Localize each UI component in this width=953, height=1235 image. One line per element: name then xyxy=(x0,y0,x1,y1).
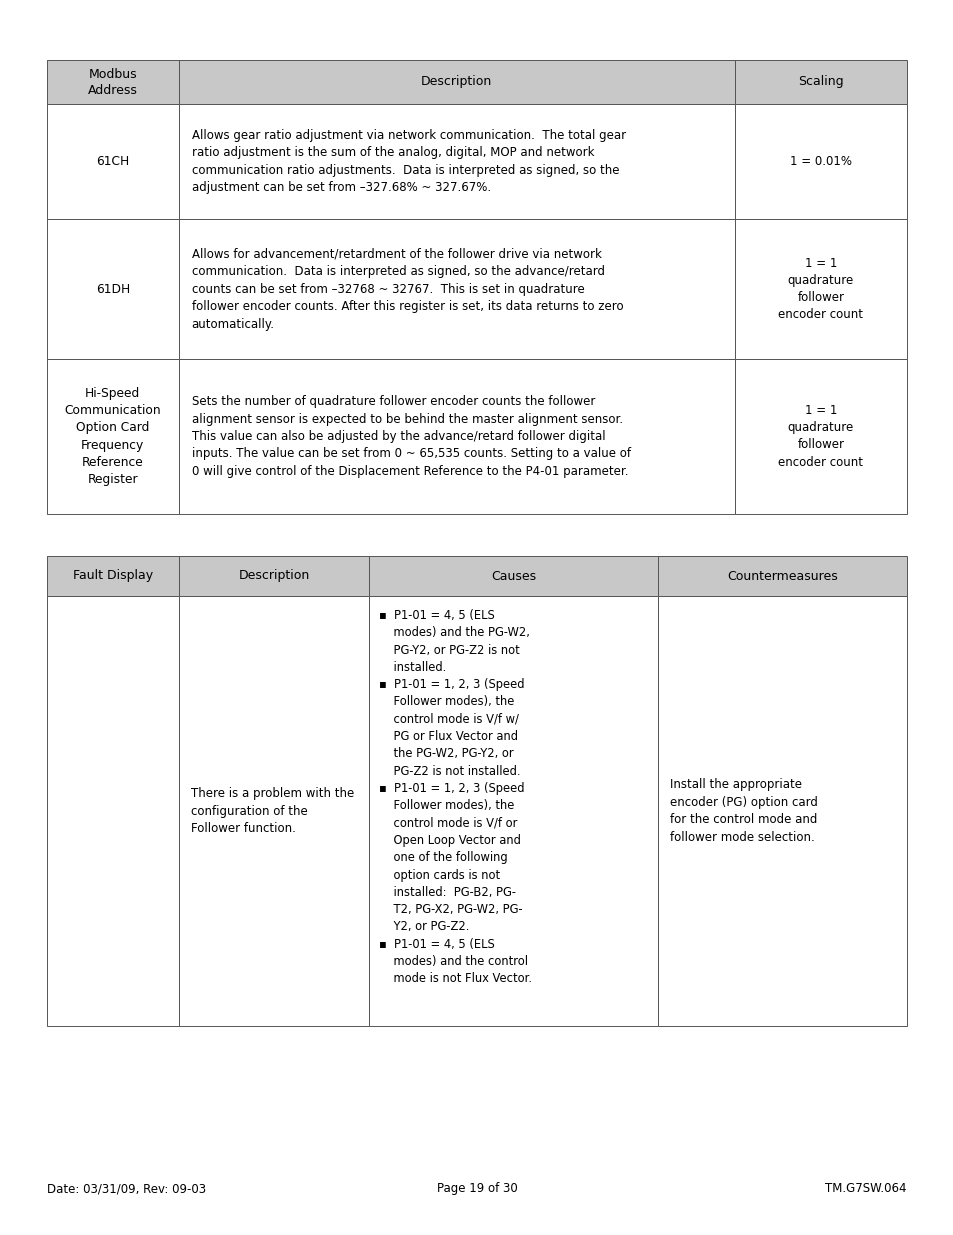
Text: Scaling: Scaling xyxy=(798,75,842,89)
Bar xyxy=(657,556,906,597)
Bar xyxy=(734,219,906,359)
Bar xyxy=(734,359,906,514)
Text: ▪  P1-01 = 4, 5 (ELS
    modes) and the PG-W2,
    PG-Y2, or PG-Z2 is not
    in: ▪ P1-01 = 4, 5 (ELS modes) and the PG-W2… xyxy=(379,609,532,986)
Text: 1 = 1
quadrature
follower
encoder count: 1 = 1 quadrature follower encoder count xyxy=(778,405,862,468)
Text: Causes: Causes xyxy=(491,569,536,583)
Bar xyxy=(369,556,657,597)
Text: Allows gear ratio adjustment via network communication.  The total gear
ratio ad: Allows gear ratio adjustment via network… xyxy=(192,128,625,194)
Text: Date: 03/31/09, Rev: 09-03: Date: 03/31/09, Rev: 09-03 xyxy=(47,1182,206,1195)
Bar xyxy=(47,359,178,514)
Bar xyxy=(47,61,178,104)
Bar xyxy=(178,104,734,219)
Bar xyxy=(178,556,369,597)
Text: Description: Description xyxy=(238,569,310,583)
Bar xyxy=(47,597,178,1026)
Text: Hi-Speed
Communication
Option Card
Frequency
Reference
Register: Hi-Speed Communication Option Card Frequ… xyxy=(65,388,161,485)
Text: Countermeasures: Countermeasures xyxy=(726,569,837,583)
Text: 1 = 0.01%: 1 = 0.01% xyxy=(789,156,851,168)
Bar xyxy=(734,61,906,104)
Text: 1 = 1
quadrature
follower
encoder count: 1 = 1 quadrature follower encoder count xyxy=(778,257,862,321)
Text: Sets the number of quadrature follower encoder counts the follower
alignment sen: Sets the number of quadrature follower e… xyxy=(192,395,630,478)
Bar xyxy=(369,597,657,1026)
Bar xyxy=(178,359,734,514)
Text: Install the appropriate
encoder (PG) option card
for the control mode and
follow: Install the appropriate encoder (PG) opt… xyxy=(669,778,817,844)
Text: Allows for advancement/retardment of the follower drive via network
communicatio: Allows for advancement/retardment of the… xyxy=(192,247,622,331)
Bar xyxy=(657,597,906,1026)
Text: 61CH: 61CH xyxy=(96,156,130,168)
Bar xyxy=(178,61,734,104)
Text: TM.G7SW.064: TM.G7SW.064 xyxy=(824,1182,906,1195)
Text: Page 19 of 30: Page 19 of 30 xyxy=(436,1182,517,1195)
Bar xyxy=(47,104,178,219)
Bar xyxy=(178,597,369,1026)
Bar xyxy=(178,219,734,359)
Text: Modbus
Address: Modbus Address xyxy=(88,68,137,96)
Text: There is a problem with the
configuration of the
Follower function.: There is a problem with the configuratio… xyxy=(191,787,354,835)
Text: Description: Description xyxy=(420,75,492,89)
Text: Fault Display: Fault Display xyxy=(72,569,152,583)
Text: 61DH: 61DH xyxy=(95,283,130,295)
Bar xyxy=(47,556,178,597)
Bar xyxy=(47,219,178,359)
Bar xyxy=(734,104,906,219)
